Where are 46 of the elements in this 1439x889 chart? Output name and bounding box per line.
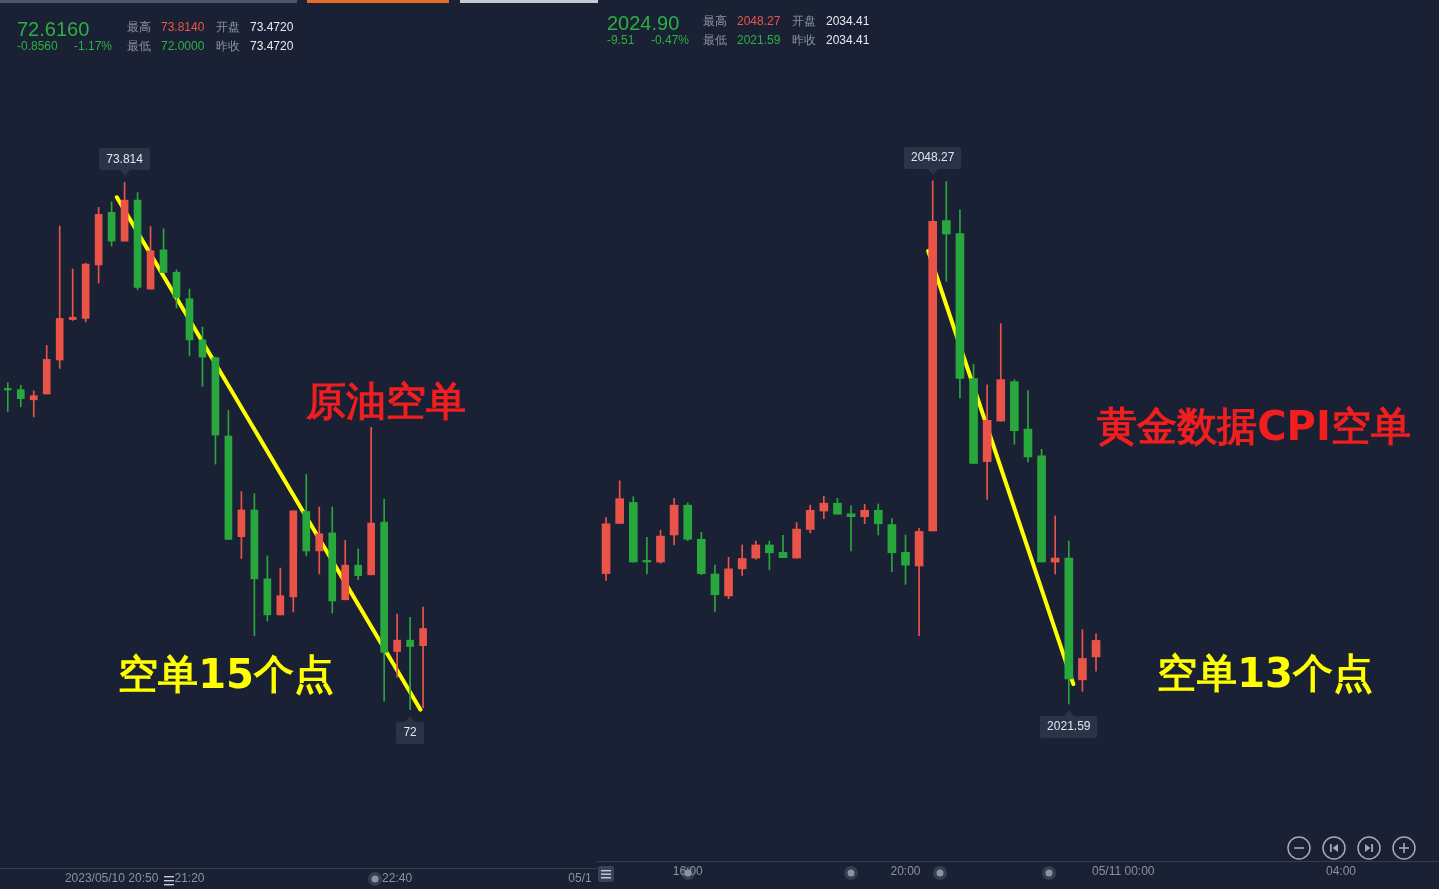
text: 原油空单 [305, 378, 466, 425]
candlestick [941, 181, 951, 282]
text: 黄金数据CPI空单 [1097, 403, 1411, 450]
text: 最低 [703, 33, 727, 48]
text: -9.51 [607, 33, 635, 48]
text: 2048.27 [737, 14, 781, 29]
text: 开盘 [792, 14, 816, 29]
text: 2021.59 [737, 33, 781, 48]
text: 2034.41 [826, 33, 870, 48]
candlestick [68, 268, 77, 321]
x-tick-label: 05/11 00:00 [1091, 864, 1155, 879]
text: 73.8140 [161, 20, 205, 35]
candlestick [846, 505, 856, 552]
candlestick [406, 616, 414, 710]
text: 2024.90 [607, 11, 680, 35]
text: 05/1 [568, 870, 592, 885]
candlestick [1050, 515, 1060, 575]
text: 73.4720 [250, 20, 294, 35]
x-tick-label: 2023/05/10 20:50 [64, 871, 159, 886]
x-tick-label: 20:00 [890, 864, 921, 879]
text: 72.0000 [161, 39, 205, 54]
text: -0.8560 [17, 39, 58, 54]
text: -0.47% [651, 33, 690, 48]
text: -1.17% [74, 39, 113, 54]
candlestick [29, 390, 38, 418]
text: 开盘 [216, 20, 240, 35]
candlestick [393, 613, 401, 678]
annotation: 2021.59 [1047, 719, 1091, 734]
text: 昨收 [216, 39, 240, 54]
annotation: 2048.27 [911, 150, 955, 165]
x-tick-label: 21:20 [174, 871, 205, 886]
text: 72.6160 [17, 17, 90, 41]
annotation: 空单15个点 [118, 651, 334, 698]
text: 最高 [127, 20, 151, 35]
x-tick-label: 04:00 [1325, 864, 1357, 879]
text: 最高 [703, 14, 727, 29]
candlestick [3, 382, 12, 412]
annotation: 空单13个点 [1157, 650, 1373, 697]
annotation: 73.814 [106, 151, 144, 166]
text: 73.4720 [250, 39, 294, 54]
annotation: 72 [403, 724, 418, 739]
text: 2034.41 [826, 14, 870, 29]
text: 昨收 [792, 33, 816, 48]
candlestick [419, 606, 427, 708]
x-tick-label: 22:40 [382, 871, 413, 886]
text: 最低 [127, 39, 151, 54]
